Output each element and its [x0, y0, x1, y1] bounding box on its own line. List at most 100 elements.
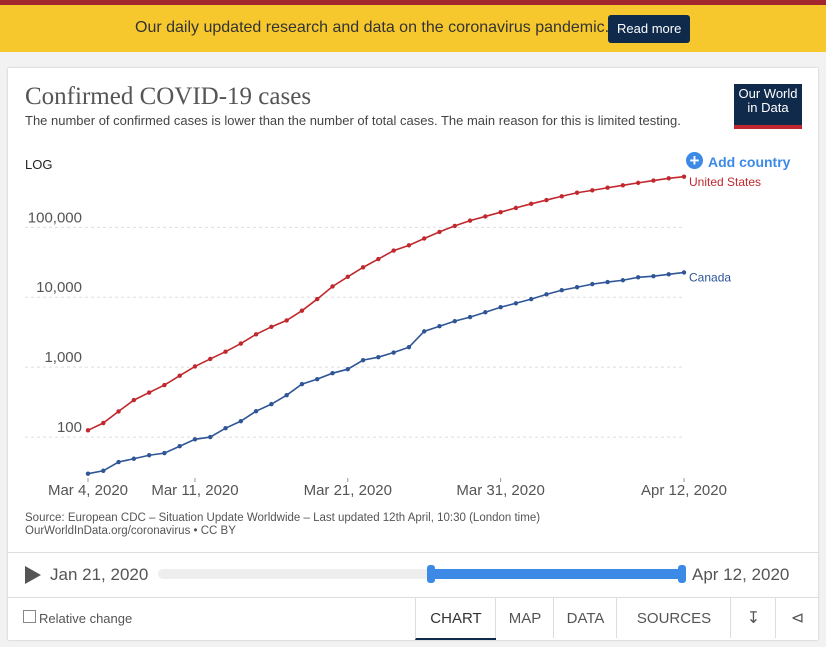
data-point	[467, 218, 473, 223]
data-point	[208, 356, 213, 362]
add-icon[interactable]: +	[686, 152, 703, 169]
data-point	[666, 176, 671, 181]
timeline-handle[interactable]	[427, 565, 435, 583]
data-point	[223, 349, 228, 354]
relative-change[interactable]: Relative change	[39, 611, 133, 626]
data-point	[253, 332, 259, 337]
data-point	[574, 285, 580, 290]
data-point	[635, 275, 641, 280]
chart-card	[8, 68, 818, 640]
data-point	[177, 444, 182, 449]
data-point	[238, 341, 244, 346]
x-tick-label: Mar 11, 2020	[151, 482, 238, 499]
data-point	[483, 310, 488, 315]
divider	[8, 597, 818, 598]
series-line	[87, 271, 685, 475]
data-point	[391, 350, 396, 355]
data-point	[559, 194, 564, 199]
data-point	[330, 370, 335, 376]
data-point	[437, 324, 442, 329]
timeline-handle[interactable]	[678, 565, 686, 583]
data-point	[483, 214, 488, 219]
tab[interactable]: CHART	[415, 598, 496, 640]
data-point	[620, 183, 626, 188]
data-point	[590, 188, 595, 193]
series-label: Canada	[689, 271, 731, 285]
data-point	[498, 305, 503, 310]
chart: 100 1,000 10,000 100,000 Mar 4, 2020 Mar 11, …	[25, 174, 761, 499]
data-point	[146, 390, 152, 395]
checkbox[interactable]	[23, 610, 36, 623]
data-point	[101, 420, 106, 426]
data-point	[177, 373, 182, 378]
data-point	[162, 450, 167, 456]
source: Source: European CDC – Situation Update …	[25, 512, 540, 538]
data-point	[299, 381, 305, 387]
data-point	[192, 437, 198, 442]
data-point	[498, 209, 503, 215]
timeline-track[interactable]	[158, 569, 682, 579]
series-label: United States	[689, 175, 761, 189]
data-point	[452, 318, 457, 324]
data-point	[315, 296, 320, 302]
x-tick-label: Mar 31, 2020	[456, 482, 544, 499]
banner-text: Our daily updated research and data on t…	[135, 19, 610, 36]
data-point	[330, 284, 335, 289]
data-point	[315, 376, 320, 382]
y-tick-label: 1,000	[44, 349, 82, 366]
x-tick-label: Mar 4, 2020	[48, 482, 128, 499]
share-button[interactable]: ⊲	[775, 598, 819, 638]
data-point	[651, 273, 656, 279]
banner: Our daily updated research and data on t…	[0, 0, 826, 52]
download-button[interactable]: ↧	[730, 598, 776, 638]
data-point	[223, 426, 228, 431]
add-country[interactable]: Add country	[708, 154, 791, 170]
data-point	[345, 367, 350, 372]
data-point	[192, 364, 198, 369]
read-more-button[interactable]: Read more	[608, 15, 691, 43]
log-toggle[interactable]: LOG	[25, 157, 53, 172]
data-point	[422, 236, 427, 241]
data-point	[605, 185, 610, 190]
data-point	[666, 272, 671, 277]
data-point	[513, 301, 519, 306]
data-point	[422, 329, 427, 334]
logo-line: Our World	[738, 86, 798, 101]
data-point	[605, 279, 610, 285]
chart-title: Confirmed COVID-19 cases	[25, 83, 312, 110]
data-point	[437, 229, 442, 235]
data-point	[253, 408, 259, 414]
chart-subtitle: The number of confirmed cases is lower t…	[25, 113, 681, 128]
data-point	[101, 468, 106, 473]
data-point	[85, 428, 91, 433]
data-point	[452, 223, 457, 229]
data-point	[208, 434, 213, 440]
data-point	[162, 382, 167, 388]
data-point	[620, 278, 626, 283]
data-point	[116, 459, 121, 465]
data-point	[269, 401, 274, 407]
tab[interactable]: MAP	[495, 598, 554, 638]
data-point	[345, 274, 350, 279]
y-tick-label: 100,000	[28, 209, 82, 226]
source-line: OurWorldInData.org/coronavirus • CC BY	[25, 525, 236, 537]
play-button[interactable]	[25, 566, 41, 584]
x-tick-label: Mar 21, 2020	[304, 482, 392, 499]
logo[interactable]: Our World in Data	[734, 84, 802, 129]
tab[interactable]: DATA	[553, 598, 617, 638]
data-point	[238, 418, 244, 424]
data-point	[681, 174, 687, 179]
data-point	[376, 354, 381, 360]
timeline-range[interactable]	[431, 569, 682, 579]
data-point	[590, 281, 595, 287]
logo-line: in Data	[747, 100, 789, 115]
data-point	[131, 397, 137, 403]
tab[interactable]: SOURCES	[616, 598, 731, 638]
data-point	[544, 197, 549, 203]
data-point	[116, 409, 121, 414]
timeline-start: Jan 21, 2020	[50, 565, 149, 584]
x-tick-label: Apr 12, 2020	[641, 482, 727, 499]
data-point	[528, 201, 534, 207]
series-line	[87, 175, 685, 432]
